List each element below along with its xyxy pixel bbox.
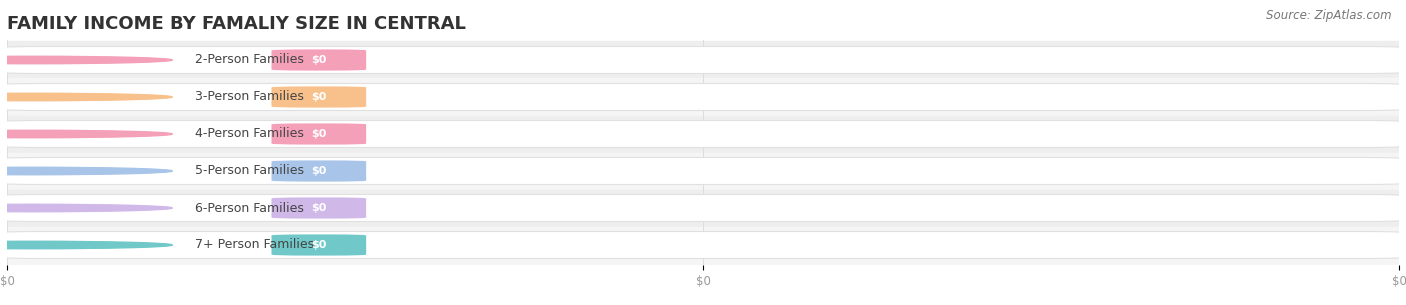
FancyBboxPatch shape (271, 124, 366, 145)
FancyBboxPatch shape (3, 84, 1402, 110)
FancyBboxPatch shape (3, 157, 1402, 185)
Bar (7, 152, 1399, 189)
Text: 7+ Person Families: 7+ Person Families (195, 239, 314, 252)
Bar (7, 116, 1399, 152)
Text: $0: $0 (311, 129, 326, 139)
Text: 6-Person Families: 6-Person Families (195, 202, 304, 214)
Text: FAMILY INCOME BY FAMALIY SIZE IN CENTRAL: FAMILY INCOME BY FAMALIY SIZE IN CENTRAL (7, 15, 465, 33)
Text: $0: $0 (311, 240, 326, 250)
Text: 5-Person Families: 5-Person Families (195, 164, 304, 178)
Text: 2-Person Families: 2-Person Families (195, 53, 304, 66)
Text: $0: $0 (311, 55, 326, 65)
Text: $0: $0 (311, 92, 326, 102)
Circle shape (0, 56, 173, 64)
FancyBboxPatch shape (3, 46, 1402, 74)
Text: $0: $0 (311, 203, 326, 213)
FancyBboxPatch shape (3, 231, 1402, 259)
Text: $0: $0 (311, 166, 326, 176)
Circle shape (0, 204, 173, 212)
FancyBboxPatch shape (3, 120, 1402, 148)
FancyBboxPatch shape (271, 160, 366, 181)
Text: 4-Person Families: 4-Person Families (195, 127, 304, 141)
Circle shape (0, 167, 173, 175)
FancyBboxPatch shape (271, 49, 366, 70)
Circle shape (0, 241, 173, 249)
FancyBboxPatch shape (3, 195, 1402, 221)
Circle shape (0, 93, 173, 101)
Bar (7, 227, 1399, 264)
Bar (7, 78, 1399, 116)
Text: Source: ZipAtlas.com: Source: ZipAtlas.com (1267, 9, 1392, 22)
FancyBboxPatch shape (271, 197, 366, 219)
Text: 3-Person Families: 3-Person Families (195, 91, 304, 103)
Bar (7, 41, 1399, 78)
Circle shape (0, 130, 173, 138)
Bar (7, 189, 1399, 227)
FancyBboxPatch shape (271, 86, 366, 108)
FancyBboxPatch shape (271, 235, 366, 256)
